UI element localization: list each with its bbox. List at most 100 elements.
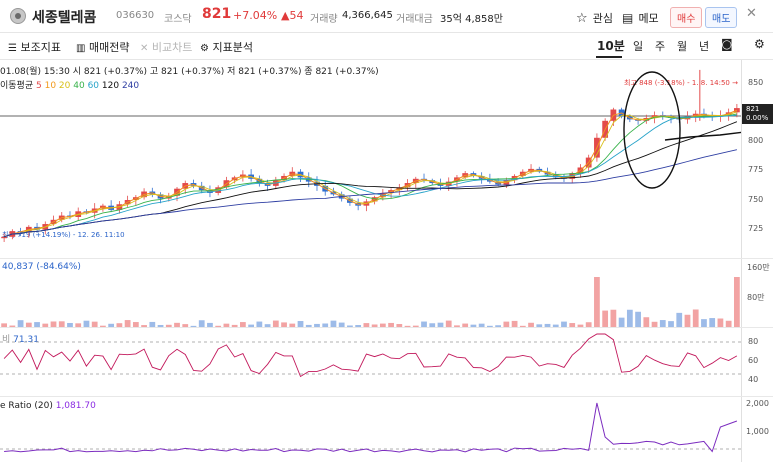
high-note: 최고 848 (-3.18%) - 1. 8. 14:50 →	[624, 79, 738, 87]
volume-bar	[487, 325, 493, 327]
ratio-value: 1,081.70	[55, 401, 96, 411]
aux-indicator-label: 보조지표	[20, 41, 61, 54]
volume-bar	[355, 325, 362, 327]
y-tick-800: 800	[748, 136, 764, 145]
volume-bar	[223, 323, 230, 327]
ratio-label: e Ratio (20) 1,081.70	[0, 401, 96, 411]
y-axis-line	[741, 60, 742, 462]
panel-divider-3	[0, 396, 773, 397]
rsi-chart[interactable]	[0, 328, 741, 396]
rsi-tick-40: 40	[748, 375, 759, 384]
ratio-chart[interactable]	[0, 397, 741, 462]
ratio-tick-1000: 1,000	[746, 427, 769, 436]
volume-bar	[305, 324, 312, 327]
volume-bar	[388, 322, 394, 327]
volume-chart[interactable]	[0, 259, 741, 327]
volume-tick-80: 80만	[747, 293, 765, 302]
favorite-button[interactable]: ☆ 관심	[576, 7, 613, 26]
volume-bar	[626, 309, 633, 327]
price-chart[interactable]	[0, 60, 741, 258]
volume-bar	[692, 309, 699, 327]
volume-bar	[454, 325, 460, 327]
amount-value: 35억 4,858만	[440, 14, 503, 25]
analysis-icon: ⚙	[200, 43, 209, 54]
rsi-prefix-icon: 비	[2, 335, 11, 345]
compare-chart-label: 비교차트	[151, 41, 193, 54]
volume-bar	[67, 322, 73, 327]
period-year-tab[interactable]: 년	[699, 40, 710, 53]
y-tick-725: 725	[748, 224, 764, 233]
volume-bar	[347, 325, 353, 327]
current-price-tag-pct: 0.00%	[746, 114, 769, 122]
ohlc-info: 01.08(월) 15:30 시 821 (+0.37%) 고 821 (+0.…	[0, 67, 379, 77]
ma-legend-label: 이동평균	[0, 81, 34, 91]
volume-bar	[701, 319, 707, 327]
settings-gear-icon[interactable]: ⚙	[754, 37, 765, 51]
period-month-tab[interactable]: 월	[677, 40, 688, 53]
hand-drawn-circle-annotation	[623, 71, 681, 189]
volume-bar	[404, 325, 411, 327]
ma-period-10: 10	[41, 81, 57, 91]
volume-bar	[445, 320, 452, 327]
ma-period-40: 40	[70, 81, 85, 91]
star-icon: ☆	[576, 11, 588, 26]
volume-bar	[207, 322, 213, 327]
ma-period-240: 240	[119, 81, 140, 91]
volume-value: 4,366,645	[342, 10, 393, 21]
close-icon[interactable]: ✕	[746, 6, 757, 21]
volume-bar	[684, 314, 691, 327]
volume-bar	[116, 323, 123, 327]
period-day-tab[interactable]: 일	[633, 40, 644, 53]
ma-period-20: 20	[56, 81, 71, 91]
compare-chart-button[interactable]: ✕ 비교차트	[140, 39, 192, 55]
volume-bar	[124, 320, 131, 327]
volume-bar	[396, 324, 403, 327]
volume-bar	[198, 320, 205, 327]
volume-bar	[610, 309, 617, 327]
period-10min-tab[interactable]: 10분	[597, 39, 625, 53]
hand-drawn-line-annotation	[664, 131, 741, 141]
strategy-icon: ▥	[76, 43, 86, 54]
volume-bar	[421, 321, 427, 327]
trade-strategy-button[interactable]: ▥ 매매전략	[76, 39, 129, 55]
volume-bar	[149, 321, 156, 327]
volume-bar	[248, 324, 254, 327]
volume-bar	[256, 321, 263, 327]
current-price: 821	[202, 6, 232, 22]
volume-bar	[519, 325, 526, 327]
period-week-tab[interactable]: 주	[655, 40, 666, 53]
volume-bar	[264, 324, 271, 327]
volume-bar	[536, 324, 543, 327]
volume-bar	[240, 322, 246, 327]
indicator-analysis-button[interactable]: ⚙ 지표분석	[200, 39, 253, 55]
volume-bar	[9, 325, 16, 327]
bars-icon: ☰	[8, 43, 17, 54]
volume-bar	[561, 321, 567, 327]
memo-button[interactable]: ▤ 메모	[622, 7, 659, 26]
volume-bar	[569, 323, 576, 327]
change-percent: +7.04%	[233, 9, 278, 22]
volume-bar	[165, 324, 172, 327]
volume-bar	[470, 324, 477, 327]
panel-divider-2	[0, 327, 773, 328]
y-tick-775: 775	[748, 165, 764, 174]
buy-button[interactable]: 매수	[670, 7, 703, 28]
camera-icon[interactable]: ◙	[721, 37, 733, 51]
ma-line-20	[3, 111, 738, 238]
indicator-analysis-label: 지표분석	[212, 41, 253, 54]
volume-bar	[338, 322, 345, 327]
volume-bar	[330, 320, 337, 327]
volume-bar	[528, 322, 534, 327]
ma-period-120: 120	[99, 81, 120, 91]
aux-indicator-button[interactable]: ☰ 보조지표	[8, 39, 61, 55]
volume-bar	[34, 322, 40, 327]
sell-button[interactable]: 매도	[705, 7, 738, 28]
change-amount: ▲54	[281, 9, 304, 22]
volume-bar	[437, 322, 444, 327]
volume-bar	[643, 317, 650, 327]
volume-bar	[552, 324, 559, 327]
volume-label: 거래량	[310, 14, 338, 25]
rsi-line	[3, 333, 738, 378]
volume-bar	[42, 323, 49, 327]
volume-bar	[50, 321, 57, 327]
